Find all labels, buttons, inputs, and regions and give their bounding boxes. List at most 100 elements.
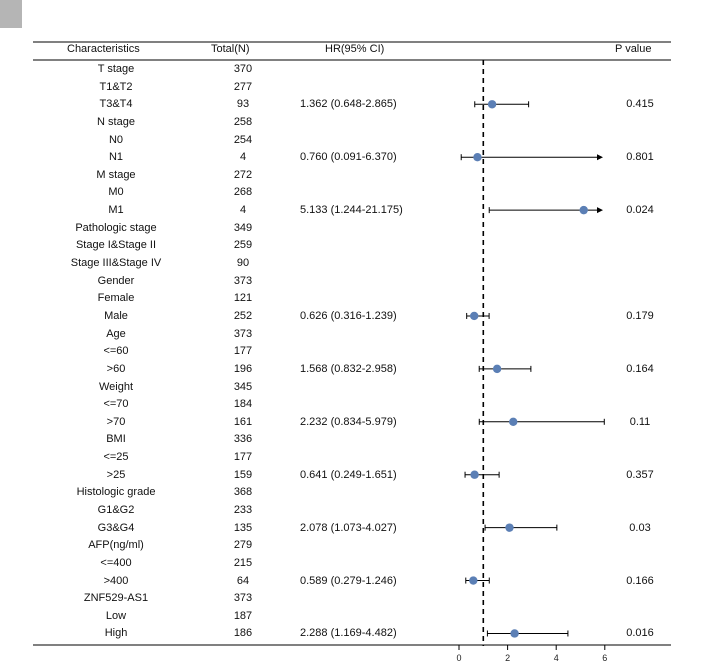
row-p-value: 0.016 [626,627,654,640]
row-characteristic: BMI [106,433,126,446]
row-characteristic: High [104,627,128,640]
row-total: 373 [233,274,253,287]
row-characteristic: M stage [96,168,136,181]
row-characteristic: Histologic grade [76,486,156,499]
row-total: 252 [233,309,253,322]
hr-point [473,153,482,162]
row-characteristic: AFP(ng/ml) [88,539,144,552]
hr-point [505,523,514,532]
row-hr-ci: 2.078 (1.073-4.027) [300,521,397,534]
row-p-value: 0.801 [626,151,654,164]
row-total: 187 [233,609,253,622]
row-characteristic: Weight [98,380,134,393]
row-characteristic: M0 [108,186,124,199]
row-total: 336 [233,433,253,446]
row-total: 370 [233,63,253,75]
row-characteristic: G3&G4 [97,521,135,534]
row-characteristic: Gender [97,274,135,287]
row-characteristic: >60 [106,362,126,375]
hr-point [470,470,479,479]
row-characteristic: N0 [108,133,124,146]
row-total: 159 [233,468,253,481]
row-characteristic: G1&G2 [97,504,135,516]
row-total: 279 [233,539,253,552]
row-total: 4 [239,151,247,164]
row-p-value: 0.11 [629,415,651,428]
hr-point [470,311,479,321]
row-total: 349 [233,221,253,234]
row-characteristic: Age [106,327,126,340]
row-total: 121 [233,292,253,305]
row-hr-ci: 1.362 (0.648-2.865) [300,98,397,111]
hr-point [509,417,518,426]
row-p-value: 0.415 [626,98,654,111]
row-hr-ci: 0.641 (0.249-1.651) [300,468,397,481]
x-tick-label: 2 [505,653,510,663]
row-p-value: 0.179 [626,309,654,322]
row-total: 135 [233,521,253,534]
row-characteristic: Low [105,609,127,622]
row-characteristic: N1 [108,151,124,164]
row-total: 184 [233,398,253,411]
row-p-value: 0.166 [626,574,654,587]
row-total: 64 [236,574,250,587]
hr-point [469,576,478,585]
row-total: 177 [233,345,253,358]
x-tick-label: 0 [456,653,461,663]
row-total: 259 [233,239,253,252]
row-total: 186 [233,627,253,640]
row-p-value: 0.357 [626,468,654,481]
row-hr-ci: 0.626 (0.316-1.239) [300,309,397,322]
row-total: 373 [233,327,253,340]
ci-arrow [597,207,603,214]
row-characteristic: >25 [106,468,126,481]
row-total: 196 [233,362,253,375]
header-characteristics: Characteristics [67,43,140,55]
hr-point [579,205,588,215]
row-characteristic: Female [97,292,135,305]
row-total: 161 [233,415,253,428]
row-total: 272 [233,168,253,181]
row-total: 4 [239,204,247,217]
row-total: 268 [233,186,253,199]
row-characteristic: Stage I&Stage II [75,239,157,252]
row-characteristic: T1&T2 [99,80,133,93]
row-total: 373 [233,592,253,605]
ci-arrow [597,154,603,161]
row-total: 90 [236,257,250,270]
row-characteristic: >70 [106,415,126,428]
row-hr-ci: 5.133 (1.244-21.175) [300,204,403,217]
row-total: 277 [233,80,253,93]
row-total: 215 [233,556,253,569]
header-hr: HR(95% CI) [325,43,385,55]
corner-tab [0,0,22,28]
row-p-value: 0.164 [626,362,654,375]
row-characteristic: Stage III&Stage IV [70,257,162,270]
row-characteristic: Male [104,309,128,322]
row-p-value: 0.03 [629,521,651,534]
hr-point [492,364,502,374]
row-characteristic: T stage [97,63,135,75]
row-total: 93 [236,98,250,111]
row-characteristic: <=25 [103,451,129,464]
hr-point [510,629,519,638]
row-total: 254 [233,133,253,146]
header-p-value: P value [615,43,652,55]
row-total: 368 [233,486,253,499]
x-tick-label: 4 [554,653,559,663]
row-hr-ci: 2.288 (1.169-4.482) [300,627,397,640]
row-p-value: 0.024 [626,204,654,217]
row-characteristic: T3&T4 [99,98,133,111]
row-characteristic: ZNF529-AS1 [83,592,149,605]
row-total: 258 [233,115,253,128]
row-total: 233 [233,504,253,516]
row-total: 177 [233,451,253,464]
row-total: 345 [233,380,253,393]
row-characteristic: M1 [108,204,124,217]
x-tick-label: 6 [602,653,607,663]
row-hr-ci: 1.568 (0.832-2.958) [300,362,397,375]
row-characteristic: <=70 [103,398,129,411]
row-hr-ci: 0.589 (0.279-1.246) [300,574,397,587]
row-characteristic: <=400 [100,556,132,569]
row-characteristic: >400 [103,574,129,587]
